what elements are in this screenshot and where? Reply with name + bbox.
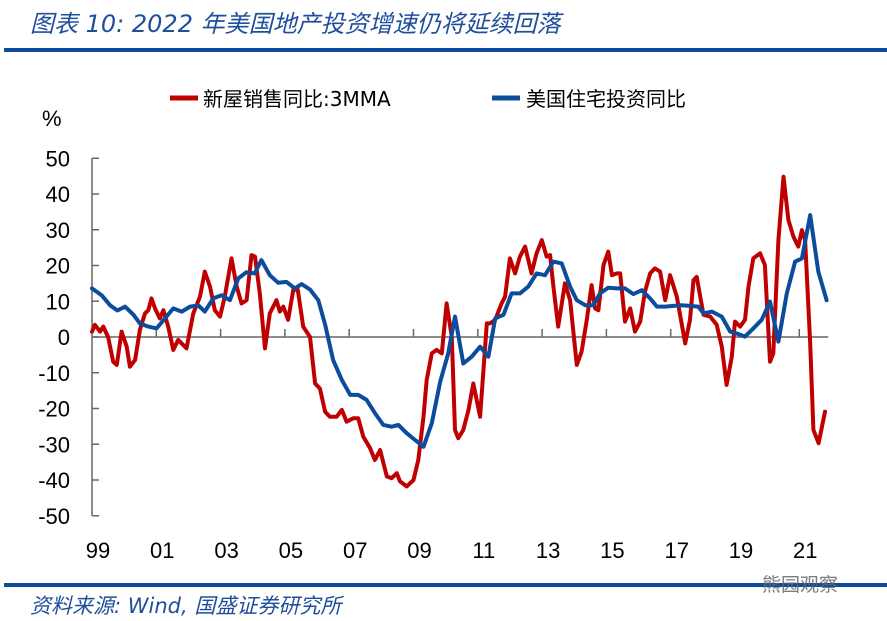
x-tick-label: 11 [472, 538, 495, 563]
y-tick-label: 50 [46, 146, 70, 171]
x-tick-label: 07 [343, 538, 367, 563]
x-tick-label: 15 [600, 538, 624, 563]
y-tick-label: 40 [46, 182, 70, 207]
x-tick-label: 05 [279, 538, 303, 563]
y-tick-label: -50 [38, 504, 70, 529]
y-tick-label: -40 [38, 468, 70, 493]
y-tick-label: -10 [38, 361, 70, 386]
x-tick-label: 19 [729, 538, 753, 563]
watermark: 熊园观察 [762, 574, 839, 596]
legend-label-residential-investment: 美国住宅投资同比 [526, 87, 686, 111]
chart-title: 图表 10: 2022 年美国地产投资增速仍将延续回落 [30, 10, 561, 38]
y-tick-label: 30 [46, 218, 70, 243]
x-tick-label: 21 [793, 538, 817, 563]
series-line-residential-investment [90, 213, 829, 449]
y-tick-label: -30 [38, 432, 70, 457]
x-tick-label: 99 [86, 538, 110, 563]
x-tick-label: 17 [664, 538, 688, 563]
x-tick-label: 03 [214, 538, 238, 563]
y-axis-unit: % [42, 106, 62, 131]
legend-label-new-home-sales: 新屋销售同比:3MMA [203, 87, 391, 111]
x-tick-label: 13 [536, 538, 560, 563]
y-tick-label: 0 [58, 325, 70, 350]
legend: 新屋销售同比:3MMA 美国住宅投资同比 [170, 87, 686, 111]
x-tick-label: 09 [407, 538, 431, 563]
y-tick-label: 20 [46, 254, 70, 279]
y-tick-label: 10 [46, 289, 70, 314]
y-tick-label: -20 [38, 397, 70, 422]
x-tick-label: 01 [150, 538, 174, 563]
bottom-rule [4, 583, 887, 587]
source-note: 资料来源: Wind, 国盛证券研究所 [30, 594, 342, 618]
top-rule [4, 48, 887, 52]
